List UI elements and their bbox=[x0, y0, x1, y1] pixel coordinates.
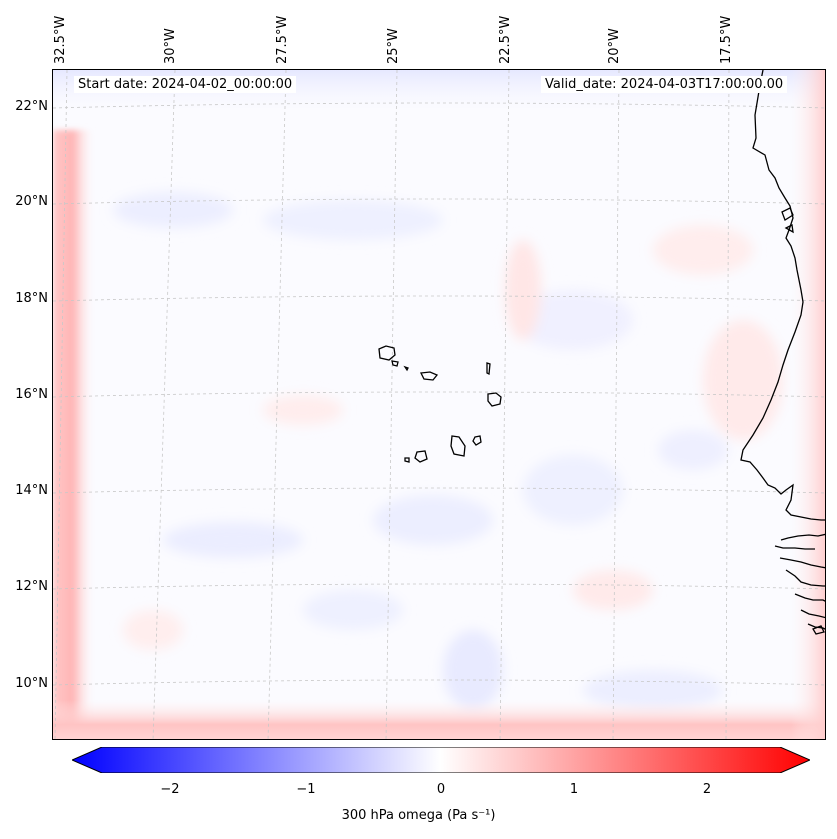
lat-label-12n: 12°N bbox=[15, 579, 48, 594]
lat-label-14n: 14°N bbox=[15, 483, 48, 498]
lat-label-20n: 20°N bbox=[15, 194, 48, 209]
valid-date-text: Valid_date: 2024-04-03T17:00:00.00 bbox=[541, 76, 788, 93]
colorbar-bar bbox=[72, 747, 810, 773]
lon-label-25w: 25°W bbox=[386, 28, 401, 64]
lat-label-18n: 18°N bbox=[15, 291, 48, 306]
lat-label-16n: 16°N bbox=[15, 387, 48, 402]
lon-label-17.5w: 17.5°W bbox=[719, 15, 734, 64]
lon-label-30w: 30°W bbox=[163, 28, 178, 64]
lat-label-22n: 22°N bbox=[15, 99, 48, 114]
lon-label-32.5w: 32.5°W bbox=[53, 15, 68, 64]
graticule bbox=[53, 70, 825, 739]
colorbar-label: 300 hPa omega (Pa s⁻¹) bbox=[341, 808, 496, 823]
colorbar-tick-0: 0 bbox=[436, 782, 446, 797]
start-date-text: Start date: 2024-04-02_00:00:00 bbox=[74, 76, 297, 93]
colorbar-tick-neg1: −1 bbox=[296, 782, 316, 797]
colorbar bbox=[72, 747, 810, 773]
colorbar-tick-2: 2 bbox=[702, 782, 712, 797]
africa-coastline bbox=[740, 70, 825, 635]
colorbar-tick-1: 1 bbox=[569, 782, 579, 797]
lon-label-20w: 20°W bbox=[607, 28, 622, 64]
omega-field-map bbox=[53, 70, 825, 739]
lat-label-10n: 10°N bbox=[15, 676, 48, 691]
lon-label-27.5w: 27.5°W bbox=[275, 15, 290, 64]
map-panel[interactable] bbox=[52, 69, 826, 740]
lon-label-22.5w: 22.5°W bbox=[498, 15, 513, 64]
colorbar-tick-neg2: −2 bbox=[160, 782, 180, 797]
cabo-verde-islands bbox=[378, 345, 502, 463]
